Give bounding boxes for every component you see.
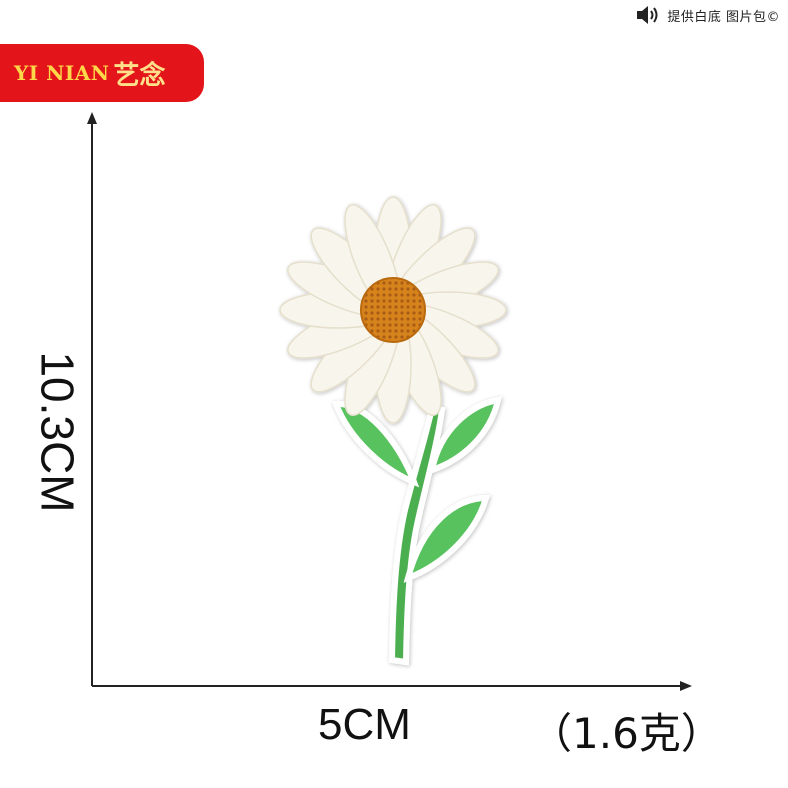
white-background-note: 提供白底 图片包© [635,4,780,26]
leaf-right-lower [403,494,491,583]
vertical-arrowhead [87,112,97,124]
speaker-icon [637,6,658,24]
horizontal-arrowhead [680,681,692,691]
flower-center [360,277,426,343]
height-dimension: 10.3CM [18,262,98,602]
brand-badge: YI NIAN 艺念 [0,44,204,102]
flower-head [279,196,507,424]
width-label: 5CM [318,700,411,749]
white-background-note-text: 提供白底 图片包© [667,9,780,25]
brand-chinese-name: 艺念 [113,60,166,91]
brand-latin-name: YI NIAN [14,61,110,85]
leaf-right-upper [428,396,502,475]
weight-label: （1.6克） [530,709,723,758]
height-label: 10.3CM [32,351,85,513]
